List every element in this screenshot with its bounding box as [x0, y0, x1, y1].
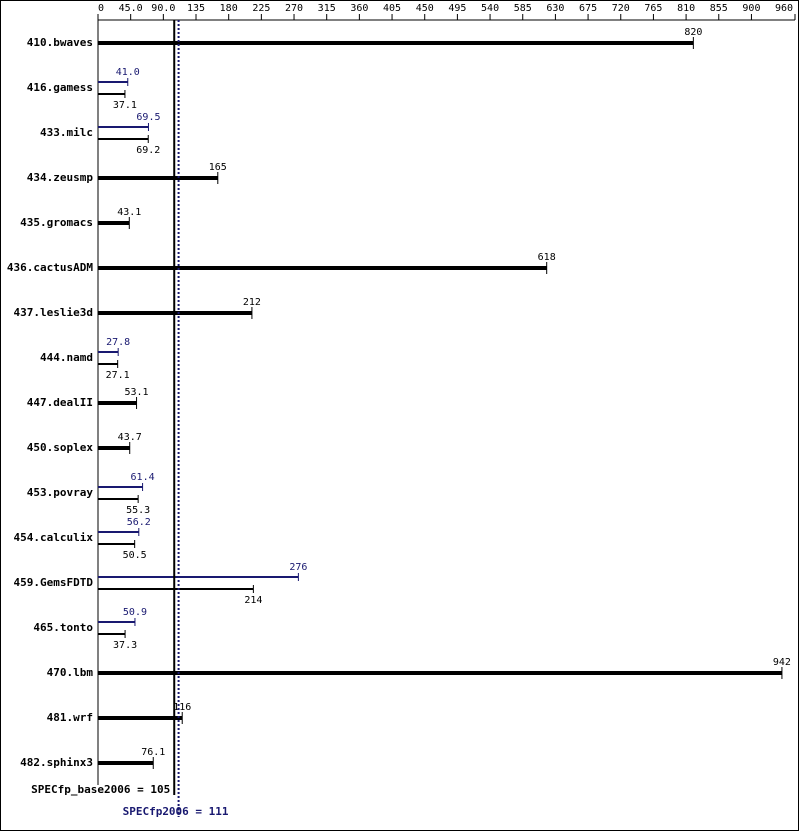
x-tick-label: 45.0: [119, 3, 143, 14]
value-label: 55.3: [126, 505, 150, 516]
x-tick-label: 315: [318, 3, 336, 14]
x-tick-label: 675: [579, 3, 597, 14]
value-label: 276: [289, 562, 307, 573]
value-label: 942: [773, 657, 791, 668]
x-tick-label: 225: [252, 3, 270, 14]
category-label: 453.povray: [27, 486, 94, 499]
x-tick-label: 855: [710, 3, 728, 14]
value-label: 50.5: [123, 550, 147, 561]
x-tick-label: 765: [644, 3, 662, 14]
value-label: 27.8: [106, 337, 130, 348]
x-tick-label: 270: [285, 3, 303, 14]
value-label: 53.1: [125, 387, 149, 398]
x-tick-label: 360: [350, 3, 368, 14]
x-tick-label: 135: [187, 3, 205, 14]
category-label: 410.bwaves: [27, 36, 93, 49]
x-tick-label: 450: [416, 3, 434, 14]
category-label: 465.tonto: [33, 621, 93, 634]
value-label: 820: [684, 27, 702, 38]
x-tick-label: 900: [742, 3, 760, 14]
value-label: 61.4: [131, 472, 155, 483]
category-label: 447.dealII: [27, 396, 93, 409]
value-label: 618: [538, 252, 556, 263]
x-tick-label: 810: [677, 3, 695, 14]
value-label: 212: [243, 297, 261, 308]
value-label: 37.3: [113, 640, 137, 651]
category-label: 454.calculix: [14, 531, 94, 544]
category-label: 470.lbm: [47, 666, 94, 679]
x-tick-label: 630: [546, 3, 564, 14]
x-tick-label: 540: [481, 3, 499, 14]
category-label: 433.milc: [40, 126, 93, 139]
x-tick-label: 495: [448, 3, 466, 14]
category-label: 444.namd: [40, 351, 93, 364]
category-label: 436.cactusADM: [7, 261, 93, 274]
x-tick-label: 585: [514, 3, 532, 14]
x-tick-label: 960: [775, 3, 793, 14]
x-tick-label: 0: [98, 3, 104, 14]
value-label: 76.1: [141, 747, 165, 758]
value-label: 116: [173, 702, 191, 713]
x-tick-label: 180: [220, 3, 238, 14]
category-label: 481.wrf: [47, 711, 93, 724]
category-label: 435.gromacs: [20, 216, 93, 229]
x-tick-label: 720: [612, 3, 630, 14]
category-label: 482.sphinx3: [20, 756, 93, 769]
x-tick-label: 90.0: [151, 3, 175, 14]
value-label: 165: [209, 162, 227, 173]
value-label: 69.5: [136, 112, 160, 123]
x-tick-label: 405: [383, 3, 401, 14]
value-label: 41.0: [116, 67, 140, 78]
value-label: 50.9: [123, 607, 147, 618]
value-label: 43.1: [117, 207, 141, 218]
value-label: 27.1: [106, 370, 130, 381]
value-label: 43.7: [118, 432, 142, 443]
category-label: 450.soplex: [27, 441, 94, 454]
value-label: 214: [244, 595, 262, 606]
value-label: 56.2: [127, 517, 151, 528]
reference-label: SPECfp_base2006 = 105: [31, 783, 170, 796]
category-label: 416.gamess: [27, 81, 93, 94]
category-label: 437.leslie3d: [14, 306, 93, 319]
value-label: 69.2: [136, 145, 160, 156]
category-label: 459.GemsFDTD: [14, 576, 94, 589]
value-label: 37.1: [113, 100, 137, 111]
reference-label: SPECfp2006 = 111: [123, 805, 229, 818]
category-label: 434.zeusmp: [27, 171, 94, 184]
